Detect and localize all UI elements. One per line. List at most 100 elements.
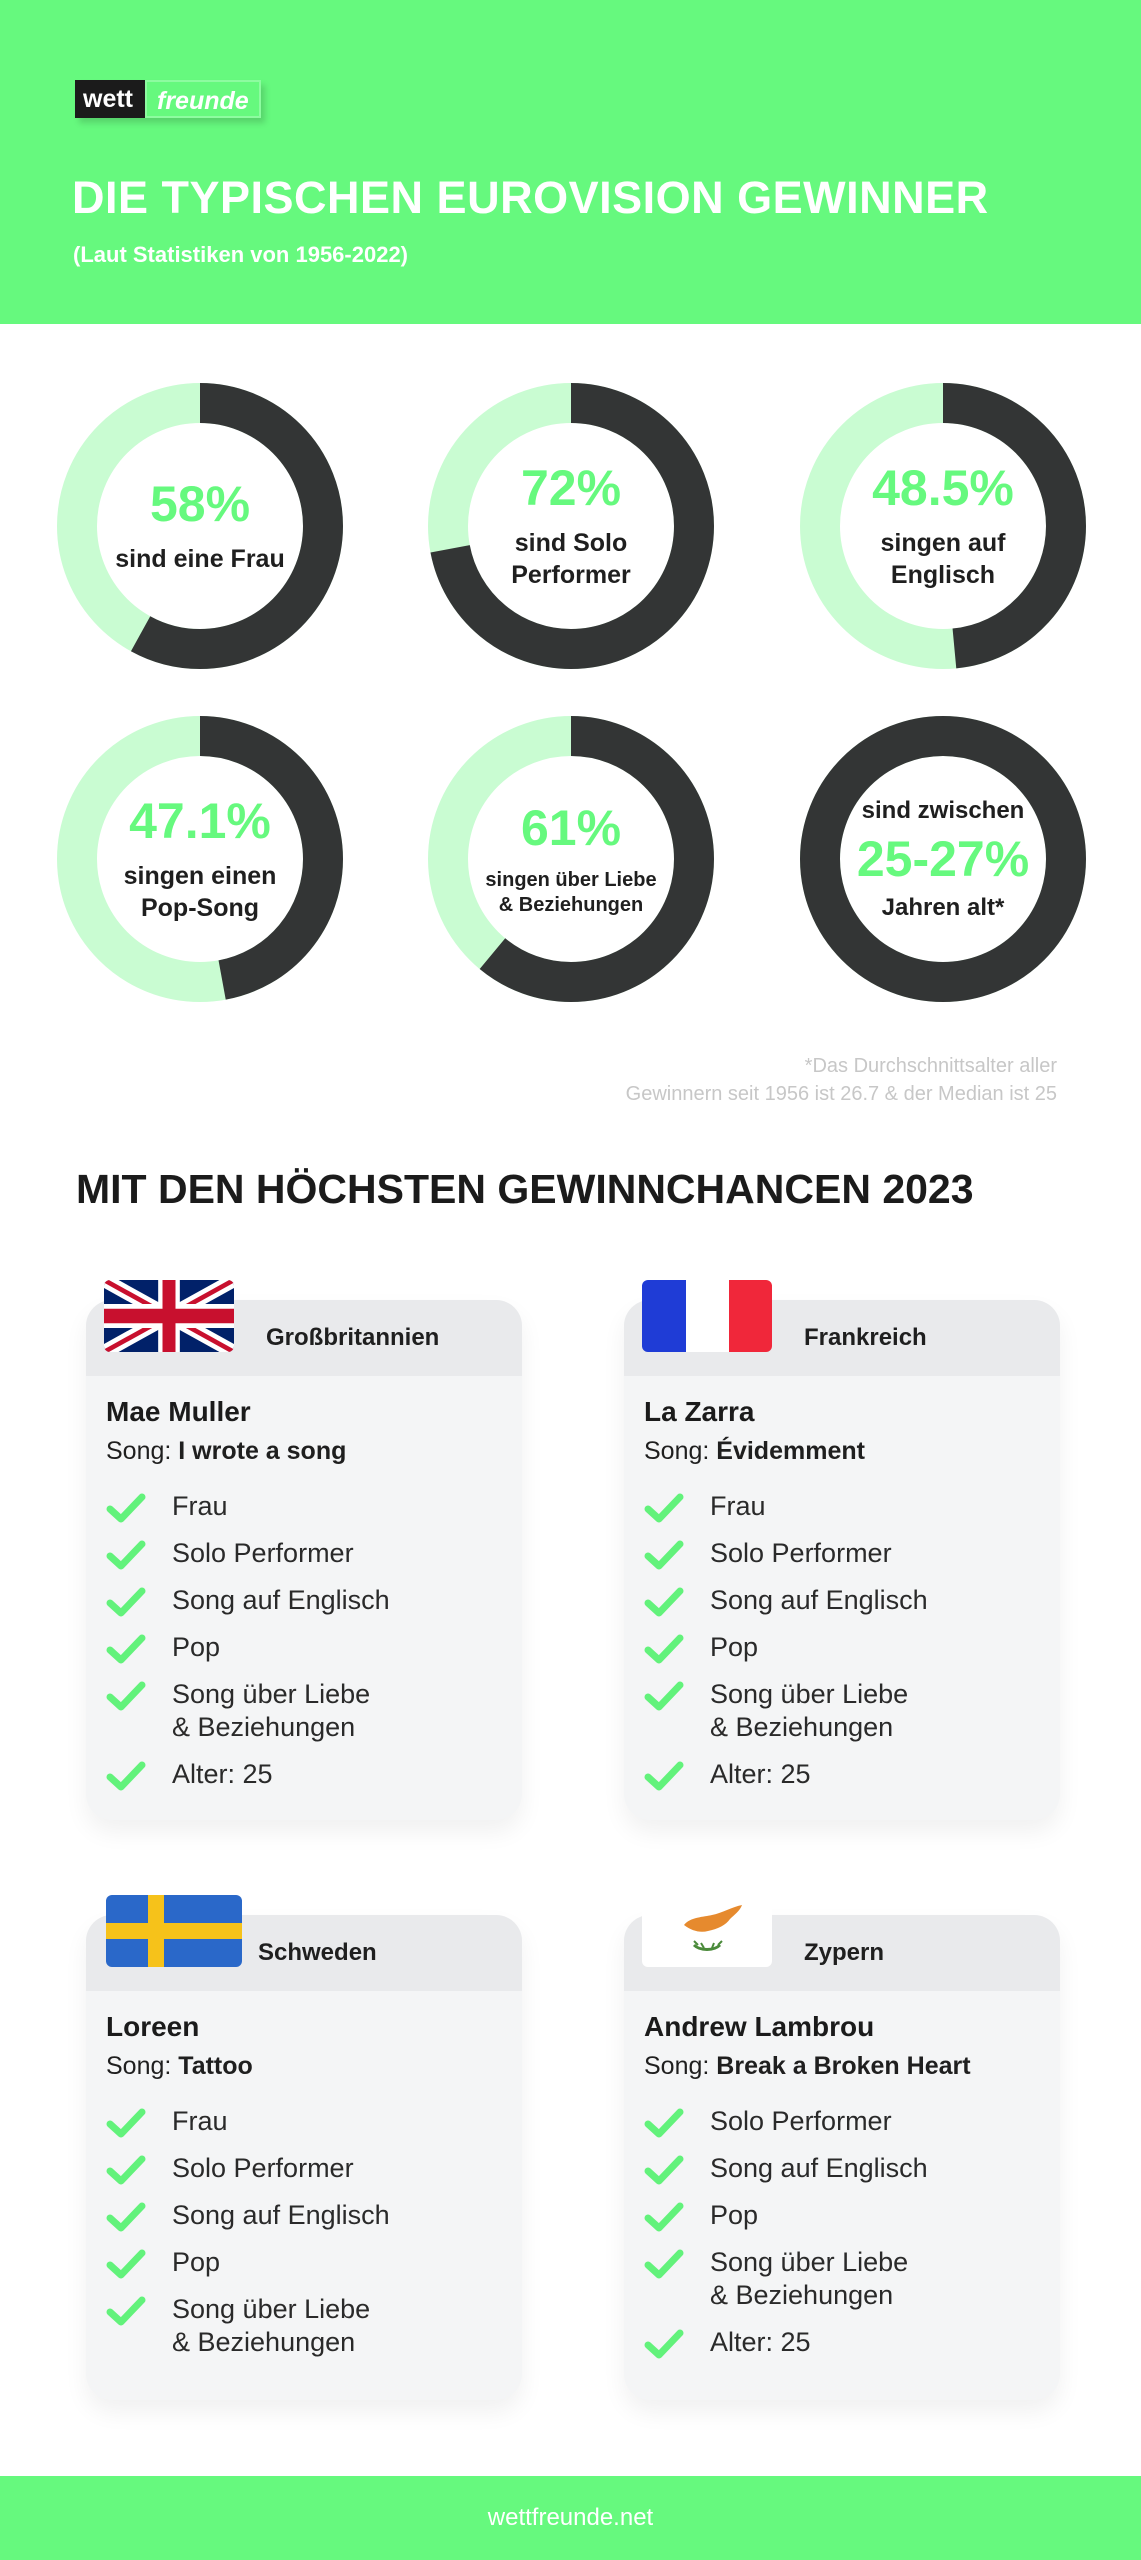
footnote-line: Gewinnern seit 1956 ist 26.7 & der Media… [625, 1083, 1057, 1105]
feature-label: Frau [172, 1491, 228, 1521]
feature-label: Alter: 25 [710, 1759, 811, 1789]
country-name: Frankreich [804, 1324, 927, 1351]
feature-item: Alter: 25 [106, 1758, 516, 1791]
checkmark-icon [106, 2202, 146, 2232]
feature-label: Frau [710, 1491, 766, 1521]
feature-label: Alter: 25 [172, 1759, 273, 1789]
footer-banner: wettfreunde.net [0, 2476, 1141, 2560]
feature-list: Frau Solo Performer Song auf Englisch Pop So… [644, 1490, 1054, 1805]
song-line: Song: Tattoo [106, 2052, 253, 2081]
stat-label: singen einen Pop-Song [123, 862, 277, 922]
checkmark-icon [106, 2155, 146, 2185]
sweden-flag-icon [106, 1895, 242, 1967]
feature-list: Frau Solo Performer Song auf Englisch Pop So… [106, 1490, 516, 1805]
feature-item: Song über Liebe & Beziehungen [644, 1678, 1054, 1744]
feature-item: Solo Performer [644, 1537, 1054, 1570]
song-title: Tattoo [178, 2052, 253, 2080]
feature-item: Pop [106, 1631, 516, 1664]
stat-value: 58% [149, 475, 251, 532]
footnote-line: *Das Durchschnittsalter aller [804, 1055, 1057, 1077]
header-banner: wett freunde DIE TYPISCHEN EUROVISION GE… [0, 0, 1141, 324]
feature-label: Song auf Englisch [710, 2153, 928, 2183]
feature-item: Pop [106, 2246, 516, 2279]
feature-label: Solo Performer [172, 2153, 354, 2183]
donut-chart-female [57, 383, 343, 669]
footer-link[interactable]: wettfreunde.net [487, 2504, 654, 2531]
feature-item: Frau [644, 1490, 1054, 1523]
checkmark-icon [644, 2329, 684, 2359]
stat-english: 48.5% singen auf Englisch [797, 380, 1089, 672]
stat-solo: 72% sind Solo Performer [425, 380, 717, 672]
checkmark-icon [644, 1634, 684, 1664]
feature-item: Song auf Englisch [106, 2199, 516, 2232]
feature-label: Alter: 25 [710, 2327, 811, 2357]
card-cyprus: Zypern Andrew Lambrou Song: Break a Brok… [624, 1895, 1060, 2400]
checkmark-icon [106, 2249, 146, 2279]
checkmark-icon [644, 1587, 684, 1617]
age-footnote: *Das Durchschnittsalter aller Gewinnern … [457, 1052, 1057, 1108]
feature-item: Alter: 25 [644, 2326, 1054, 2359]
france-flag-icon [642, 1280, 772, 1352]
feature-item: Pop [644, 1631, 1054, 1664]
stat-pop: 47.1% singen einen Pop-Song [54, 713, 346, 1005]
song-title: Break a Broken Heart [716, 2052, 971, 2080]
feature-item: Song auf Englisch [644, 1584, 1054, 1617]
stat-value: 72% [520, 460, 622, 517]
stat-label-after: Jahren alt* [881, 893, 1005, 921]
card-uk: Großbritannien Mae Muller Song: I wrote … [86, 1280, 522, 1820]
feature-item: Solo Performer [106, 2152, 516, 2185]
stat-female: 58% sind eine Frau [54, 380, 346, 672]
checkmark-icon [106, 1587, 146, 1617]
feature-label: Solo Performer [710, 1538, 892, 1568]
checkmark-icon [644, 1761, 684, 1791]
feature-label: Solo Performer [172, 1538, 354, 1568]
feature-list: Frau Solo Performer Song auf Englisch Pop So… [106, 2105, 516, 2373]
feature-label: Song auf Englisch [172, 2200, 390, 2230]
stat-love: 61% singen über Liebe & Beziehungen [425, 713, 717, 1005]
feature-item: Frau [106, 2105, 516, 2138]
donut-chart-english [800, 383, 1086, 669]
cyprus-flag-icon [642, 1895, 772, 1967]
uk-flag-icon [104, 1280, 234, 1352]
feature-item: Song auf Englisch [106, 1584, 516, 1617]
stat-label: singen auf Englisch [880, 529, 1006, 589]
country-name: Zypern [804, 1939, 885, 1966]
checkmark-icon [644, 2202, 684, 2232]
checkmark-icon [106, 1493, 146, 1523]
brand-logo[interactable]: wett freunde [75, 80, 261, 118]
feature-label: Song auf Englisch [710, 1585, 928, 1615]
feature-label: Pop [710, 1632, 759, 1662]
feature-item: Solo Performer [644, 2105, 1054, 2138]
stat-value: 61% [520, 799, 622, 856]
artist-name: La Zarra [644, 1396, 755, 1427]
song-prefix: Song: [644, 1437, 717, 1465]
country-name: Großbritannien [266, 1324, 440, 1351]
song-line: Song: Évidemment [644, 1437, 865, 1466]
page-title: DIE TYPISCHEN EUROVISION GEWINNER [72, 172, 989, 223]
checkmark-icon [644, 2155, 684, 2185]
song-prefix: Song: [106, 2052, 179, 2080]
feature-label: Frau [172, 2106, 228, 2136]
checkmark-icon [644, 1493, 684, 1523]
donut-chart-love [428, 716, 714, 1002]
donut-chart-age [800, 716, 1086, 1002]
page-subtitle: (Laut Statistiken von 1956-2022) [73, 242, 409, 267]
song-title: I wrote a song [178, 1437, 347, 1465]
feature-label: Pop [172, 2247, 221, 2277]
song-line: Song: Break a Broken Heart [644, 2052, 971, 2081]
feature-label: Song über Liebe & Beziehungen [710, 1679, 909, 1742]
stat-label: sind eine Frau [115, 544, 285, 573]
feature-label: Song über Liebe & Beziehungen [710, 2247, 909, 2310]
stat-label: sind Solo Performer [511, 529, 631, 589]
logo-part-wett: wett [75, 80, 145, 118]
stat-age: sind zwischen 25-27% Jahren alt* [797, 713, 1089, 1005]
donut-chart-pop [57, 716, 343, 1002]
feature-item: Song über Liebe & Beziehungen [106, 2293, 516, 2359]
feature-item: Frau [106, 1490, 516, 1523]
checkmark-icon [106, 1634, 146, 1664]
stat-value: 25-27% [856, 830, 1030, 887]
feature-label: Pop [172, 1632, 221, 1662]
feature-item: Song auf Englisch [644, 2152, 1054, 2185]
checkmark-icon [106, 1761, 146, 1791]
feature-list: Solo Performer Song auf Englisch Pop Song ü… [644, 2105, 1054, 2373]
